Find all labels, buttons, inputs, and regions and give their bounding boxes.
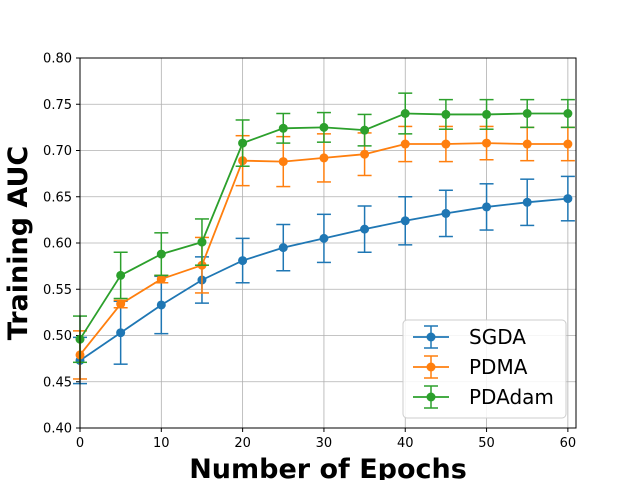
y-tick-label: 0.45 bbox=[43, 375, 72, 390]
data-point bbox=[482, 138, 492, 148]
series-sgda bbox=[73, 175, 575, 385]
x-tick-label: 30 bbox=[316, 436, 333, 451]
y-tick-label: 0.50 bbox=[43, 329, 72, 344]
x-axis-ticks: 0 10 20 30 40 50 60 bbox=[76, 428, 576, 451]
y-tick-label: 0.40 bbox=[43, 422, 72, 437]
legend-label: SGDA bbox=[469, 325, 526, 349]
data-point bbox=[156, 249, 166, 259]
x-tick-label: 10 bbox=[153, 436, 170, 451]
data-point bbox=[319, 122, 329, 132]
data-point bbox=[563, 194, 573, 204]
data-point bbox=[116, 270, 126, 280]
series-pdma bbox=[73, 125, 575, 380]
data-point bbox=[116, 299, 126, 309]
x-tick-label: 40 bbox=[397, 436, 414, 451]
y-tick-label: 0.70 bbox=[43, 144, 72, 159]
data-point bbox=[197, 237, 207, 247]
data-point bbox=[360, 149, 370, 159]
x-tick-label: 60 bbox=[560, 436, 577, 451]
data-point bbox=[482, 202, 492, 212]
y-axis-ticks: 0.40 0.45 0.50 0.55 0.60 0.65 0.70 0.75 0.80 bbox=[43, 52, 80, 437]
data-point bbox=[116, 328, 126, 338]
data-point bbox=[400, 216, 410, 226]
data-point bbox=[360, 125, 370, 135]
data-point bbox=[238, 256, 248, 266]
x-tick-label: 50 bbox=[478, 436, 495, 451]
data-point bbox=[319, 233, 329, 243]
data-point bbox=[156, 274, 166, 284]
legend-label: PDAdam bbox=[469, 385, 554, 409]
data-point bbox=[563, 139, 573, 149]
data-point bbox=[278, 243, 288, 253]
data-point bbox=[319, 153, 329, 163]
data-point bbox=[400, 109, 410, 118]
data-point bbox=[522, 139, 532, 149]
data-point bbox=[441, 208, 451, 218]
legend-marker bbox=[426, 332, 436, 342]
y-tick-label: 0.65 bbox=[43, 190, 72, 205]
legend-box bbox=[402, 319, 567, 419]
data-point bbox=[238, 138, 248, 148]
legend-label: PDMA bbox=[469, 355, 528, 379]
data-point bbox=[278, 123, 288, 133]
data-series bbox=[73, 92, 575, 385]
x-tick-label: 20 bbox=[234, 436, 251, 451]
x-axis-title: Number of Epochs bbox=[189, 454, 467, 480]
x-tick-label: 0 bbox=[76, 436, 84, 451]
legend-marker bbox=[426, 392, 436, 402]
legend-entry-sgda: SGDA bbox=[413, 325, 526, 349]
data-point bbox=[360, 224, 370, 234]
legend: SGDA PDMA PDAdam bbox=[402, 319, 567, 419]
data-point bbox=[441, 139, 451, 149]
plot-frame bbox=[79, 57, 577, 429]
y-tick-label: 0.60 bbox=[43, 237, 72, 252]
legend-marker bbox=[426, 362, 436, 372]
data-point bbox=[522, 109, 532, 118]
data-point bbox=[156, 300, 166, 310]
y-axis-title: Training AUC bbox=[3, 146, 34, 340]
legend-entry-pdma: PDMA bbox=[413, 355, 528, 379]
legend-entry-pdadam: PDAdam bbox=[413, 385, 554, 409]
y-tick-label: 0.75 bbox=[43, 98, 72, 113]
y-tick-label: 0.55 bbox=[43, 283, 72, 298]
data-point bbox=[441, 109, 451, 119]
data-point bbox=[563, 109, 573, 118]
data-point bbox=[482, 109, 492, 119]
data-point bbox=[278, 157, 288, 167]
data-point bbox=[522, 197, 532, 207]
y-tick-label: 0.80 bbox=[43, 52, 72, 67]
series-pdadam bbox=[73, 92, 575, 364]
data-point bbox=[400, 139, 410, 149]
